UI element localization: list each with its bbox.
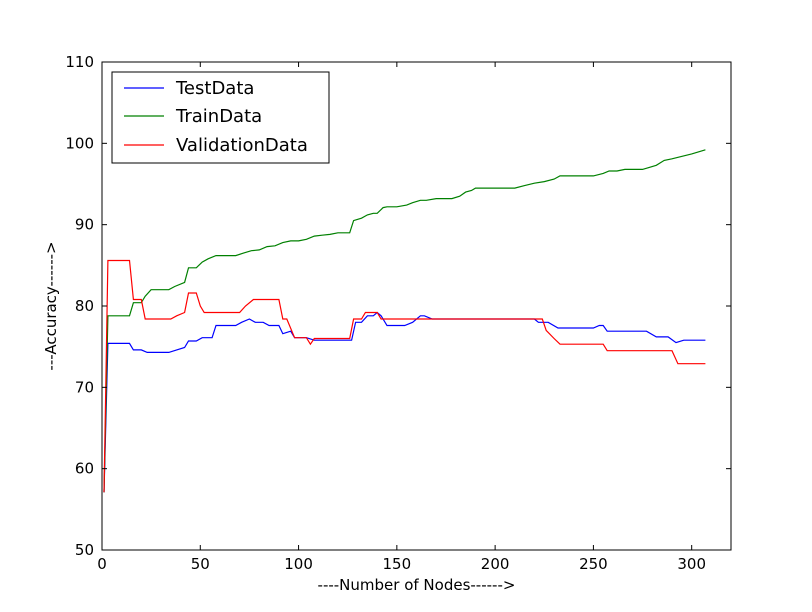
y-tick-label: 100 xyxy=(65,134,94,152)
x-tick-label: 150 xyxy=(383,555,412,573)
x-tick-label: 50 xyxy=(191,555,210,573)
x-tick-label: 200 xyxy=(481,555,510,573)
y-tick-label: 90 xyxy=(75,216,94,234)
y-tick-label: 50 xyxy=(75,541,94,559)
legend-label-traindata: TrainData xyxy=(175,106,262,127)
series-layer xyxy=(103,149,706,493)
series-line-traindata xyxy=(103,149,706,493)
x-tick-label: 250 xyxy=(579,555,608,573)
legend-label-testdata: TestData xyxy=(175,78,254,99)
series-line-validationdata xyxy=(103,259,706,493)
y-axis-label: ---Accuracy------> xyxy=(42,241,60,370)
legend-label-validationdata: ValidationData xyxy=(176,135,308,156)
x-tick-label: 100 xyxy=(284,555,313,573)
y-tick-label: 110 xyxy=(65,53,94,71)
y-tick-label: 80 xyxy=(75,297,94,315)
y-tick-label: 70 xyxy=(75,378,94,396)
legend: TestData TrainData ValidationData xyxy=(111,71,330,164)
x-tick-label: 300 xyxy=(677,555,706,573)
legend-box xyxy=(111,71,330,164)
x-axis-label: ----Number of Nodes------> xyxy=(318,576,516,594)
x-tick-label: 0 xyxy=(97,555,107,573)
series-line-testdata xyxy=(103,311,706,493)
y-tick-label: 60 xyxy=(75,460,94,478)
